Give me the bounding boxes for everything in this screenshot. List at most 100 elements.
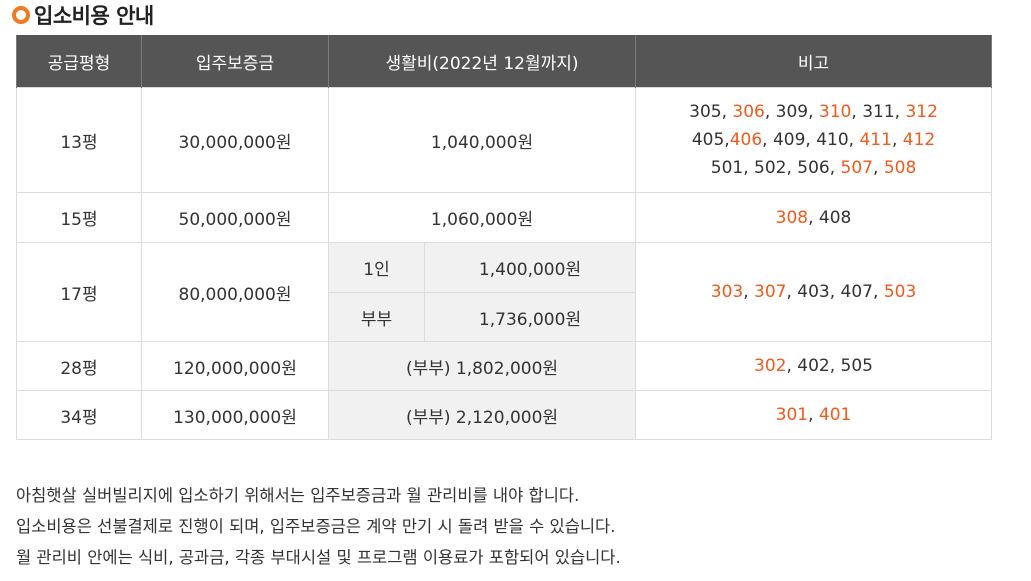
- cell-remarks: 303, 307, 403, 407, 503: [635, 242, 993, 342]
- section-title-text: 입소비용 안내: [34, 4, 154, 28]
- room-number-text: 405: [691, 130, 725, 150]
- note-line: 입소비용은 선불결제로 진행이 되며, 입주보증금은 계약 만기 시 돌려 받을…: [16, 517, 616, 536]
- room-number-text: ,: [743, 158, 755, 178]
- cell-living-amount: 1,736,000원: [423, 292, 637, 342]
- section-title: 입소비용 안내: [12, 0, 154, 30]
- room-number-text: ,: [829, 158, 841, 178]
- room-number-text: ,: [894, 102, 906, 122]
- room-number-highlighted: 406: [729, 130, 763, 150]
- notes-block: 아침햇살 실버빌리지에 입소하기 위해서는 입주보증금과 월 관리비를 내야 합…: [16, 480, 621, 573]
- cell-living-cost: 1,040,000원: [327, 87, 637, 193]
- header-size: 공급평형: [16, 35, 142, 88]
- room-number-text: ,: [724, 130, 730, 150]
- cell-deposit: 120,000,000원: [141, 341, 329, 391]
- room-number-text: 409: [772, 130, 806, 150]
- room-number-text: 403: [797, 282, 830, 302]
- table-row: 28평 120,000,000원 (부부) 1,802,000원 302, 40…: [16, 341, 993, 391]
- room-number-highlighted: 302: [754, 356, 787, 376]
- room-number-text: ,: [851, 102, 863, 122]
- cell-deposit: 50,000,000원: [141, 192, 329, 243]
- room-number-text: ,: [873, 158, 884, 178]
- room-number-text: ,: [891, 130, 903, 150]
- room-number-text: ,: [764, 102, 776, 122]
- room-number-text: 502: [754, 158, 787, 178]
- room-number-text: ,: [786, 158, 798, 178]
- cell-deposit: 80,000,000원: [141, 242, 329, 342]
- room-number-text: ,: [805, 130, 817, 150]
- room-number-text: 408: [818, 207, 852, 228]
- cell-living-type: 1인: [328, 242, 425, 293]
- cell-deposit: 30,000,000원: [141, 87, 329, 193]
- cell-size: 28평: [16, 341, 142, 391]
- table-row: 13평 30,000,000원 1,040,000원 305, 306, 309…: [16, 87, 993, 193]
- room-number-text: ,: [786, 282, 798, 302]
- note-line: 월 관리비 안에는 식비, 공과금, 각종 부대시설 및 프로그램 이용료가 포…: [16, 548, 621, 567]
- room-number-highlighted: 503: [883, 282, 917, 302]
- note-line: 아침햇살 실버빌리지에 입소하기 위해서는 입주보증금과 월 관리비를 내야 합…: [16, 486, 580, 505]
- room-number-highlighted: 411: [859, 130, 892, 150]
- room-number-text: ,: [848, 130, 860, 150]
- room-number-text: 410: [816, 130, 849, 150]
- room-number-highlighted: 308: [775, 207, 809, 228]
- remark-line: 405,406, 409, 410, 411, 412: [636, 126, 991, 154]
- room-number-text: ,: [721, 102, 733, 122]
- room-number-text: ,: [762, 130, 773, 150]
- cell-size: 34평: [16, 390, 142, 440]
- room-number-highlighted: 508: [883, 158, 917, 178]
- circle-bullet-icon: [12, 6, 30, 24]
- room-number-highlighted: 306: [732, 102, 765, 122]
- room-number-highlighted: 401: [818, 405, 852, 425]
- cell-remarks: 301, 401: [635, 390, 993, 440]
- table-header-row: 공급평형 입주보증금 생활비(2022년 12월까지) 비고: [16, 35, 993, 88]
- remark-line: 302, 402, 505: [636, 352, 991, 380]
- fee-table: 공급평형 입주보증금 생활비(2022년 12월까지) 비고 13평 30,00…: [16, 35, 993, 440]
- table-row: 34평 130,000,000원 (부부) 2,120,000원 301, 40…: [16, 390, 993, 440]
- room-number-highlighted: 412: [902, 130, 936, 150]
- cell-deposit: 130,000,000원: [141, 390, 329, 440]
- remark-line: 305, 306, 309, 310, 311, 312: [636, 98, 991, 126]
- room-number-text: 309: [775, 102, 809, 122]
- cell-size: 13평: [16, 87, 142, 193]
- remark-line: 301, 401: [636, 401, 991, 429]
- room-number-text: 505: [840, 356, 873, 376]
- room-number-highlighted: 507: [840, 158, 873, 178]
- room-number-highlighted: 307: [754, 282, 787, 302]
- room-number-text: ,: [829, 282, 841, 302]
- room-number-highlighted: 303: [710, 282, 744, 302]
- room-number-text: 506: [797, 158, 830, 178]
- room-number-text: 402: [797, 356, 830, 376]
- header-remarks: 비고: [635, 35, 993, 88]
- room-number-text: 311: [862, 102, 895, 122]
- cell-size: 15평: [16, 192, 142, 243]
- room-number-text: 305: [689, 102, 722, 122]
- cell-living-amount: 1,400,000원: [423, 242, 637, 293]
- room-number-text: ,: [786, 356, 798, 376]
- room-number-text: ,: [743, 282, 755, 302]
- room-number-text: ,: [808, 405, 819, 425]
- room-number-text: ,: [873, 282, 884, 302]
- table-row: 부부 1,736,000원: [17, 292, 992, 342]
- cell-living-type: 부부: [328, 292, 425, 342]
- room-number-highlighted: 310: [818, 102, 852, 122]
- room-number-text: ,: [808, 102, 819, 122]
- table-row: 15평 50,000,000원 1,060,000원 308, 408: [16, 192, 993, 243]
- remark-line: 308, 408: [636, 204, 991, 232]
- cell-remarks: 308, 408: [635, 192, 993, 243]
- header-living-cost: 생활비(2022년 12월까지): [327, 35, 637, 88]
- header-deposit: 입주보증금: [141, 35, 329, 88]
- cell-size: 17평: [16, 242, 142, 342]
- room-number-text: 407: [840, 282, 873, 302]
- room-number-highlighted: 301: [775, 405, 809, 425]
- room-number-text: 501: [710, 158, 744, 178]
- cell-living-cost: (부부) 2,120,000원: [327, 390, 637, 440]
- cell-remarks: 305, 306, 309, 310, 311, 312 405,406, 409…: [635, 87, 993, 193]
- cell-living-cost: (부부) 1,802,000원: [327, 341, 637, 391]
- cell-living-cost: 1,060,000원: [327, 192, 637, 243]
- remark-line: 501, 502, 506, 507, 508: [636, 154, 991, 182]
- cell-remarks: 302, 402, 505: [635, 341, 993, 391]
- room-number-text: ,: [829, 356, 841, 376]
- table-row: 17평 80,000,000원 1인 1,400,000원 303, 307, …: [16, 242, 993, 342]
- room-number-text: ,: [808, 207, 819, 228]
- remark-line: 303, 307, 403, 407, 503: [636, 278, 991, 306]
- room-number-highlighted: 312: [905, 102, 938, 122]
